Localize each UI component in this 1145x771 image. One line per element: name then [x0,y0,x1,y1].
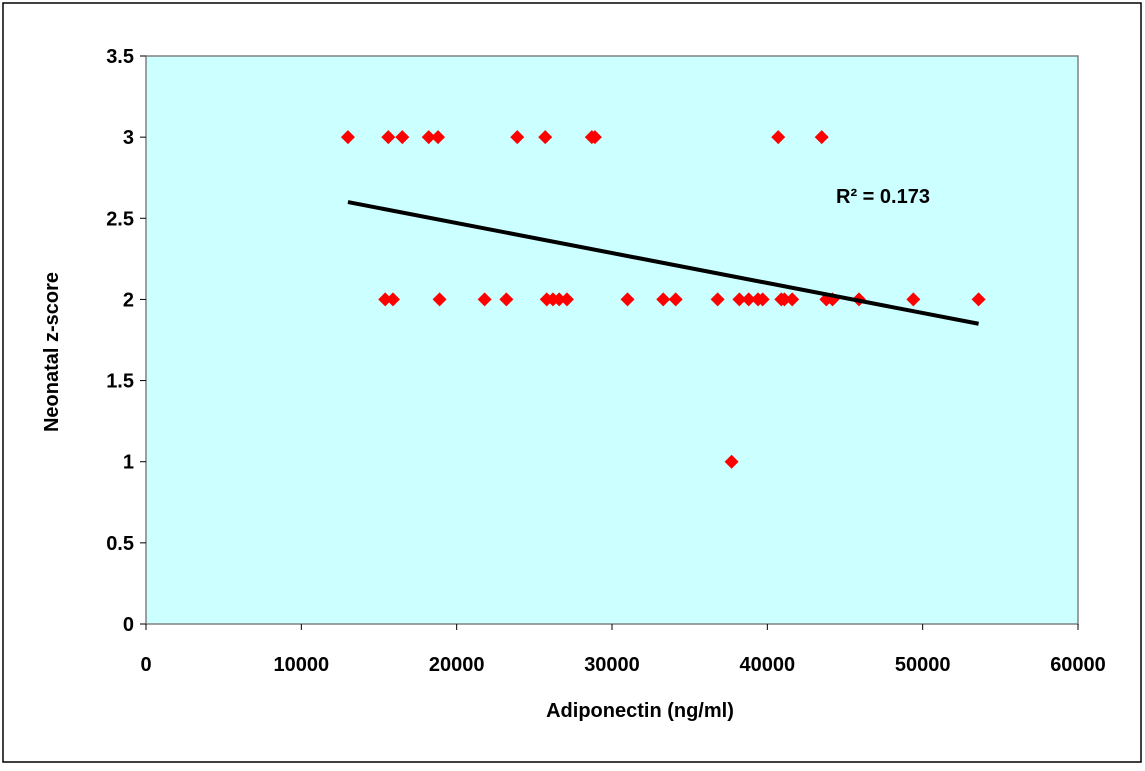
data-point [668,292,683,307]
data-point [395,130,410,145]
x-axis-label: Adiponectin (ng/ml) [546,700,734,722]
data-point [710,292,725,307]
x-tick-label: 50000 [895,654,951,676]
data-point [432,292,447,307]
data-point [785,292,800,307]
y-axis: 0 0.5 1 1.5 2 2.5 3 3.5 [106,46,146,636]
x-axis: 0 10000 20000 30000 40000 50000 60000 [140,624,1106,676]
data-points [340,130,986,469]
data-point [741,292,756,307]
data-point [755,292,770,307]
data-point [724,454,739,469]
data-point [587,130,602,145]
data-point [732,292,747,307]
x-tick-label: 0 [140,654,151,676]
data-point [771,130,786,145]
x-tick-label: 40000 [740,654,796,676]
data-point [477,292,492,307]
data-point [340,130,355,145]
data-point [971,292,986,307]
y-tick-label: 2 [123,289,134,311]
data-point [906,292,921,307]
y-tick-label: 1 [123,452,134,474]
y-axis-label: Neonatal z-score [41,272,63,432]
data-point [777,292,792,307]
x-tick-label: 60000 [1050,654,1106,676]
r-squared-annotation: R² = 0.173 [836,186,930,208]
y-tick-label: 0.5 [106,533,134,555]
trendline-group [347,200,979,326]
data-point [552,292,567,307]
data-point [421,130,436,145]
y-tick-label: 2.5 [106,208,134,230]
x-tick-label: 10000 [274,654,330,676]
x-tick-label: 30000 [584,654,640,676]
y-tick-label: 1.5 [106,371,134,393]
data-point [814,130,829,145]
y-tick-label: 3 [123,127,134,149]
data-point [538,130,553,145]
data-point [510,130,525,145]
data-point [559,292,574,307]
data-point [620,292,635,307]
data-point [378,292,393,307]
y-tick-label: 3.5 [106,46,134,68]
data-point [499,292,514,307]
y-tick-label: 0 [123,614,134,636]
trendline [347,200,979,326]
x-tick-label: 20000 [429,654,485,676]
data-point [381,130,396,145]
data-point [431,130,446,145]
plot-area [145,55,1079,625]
data-point [385,292,400,307]
data-point [656,292,671,307]
